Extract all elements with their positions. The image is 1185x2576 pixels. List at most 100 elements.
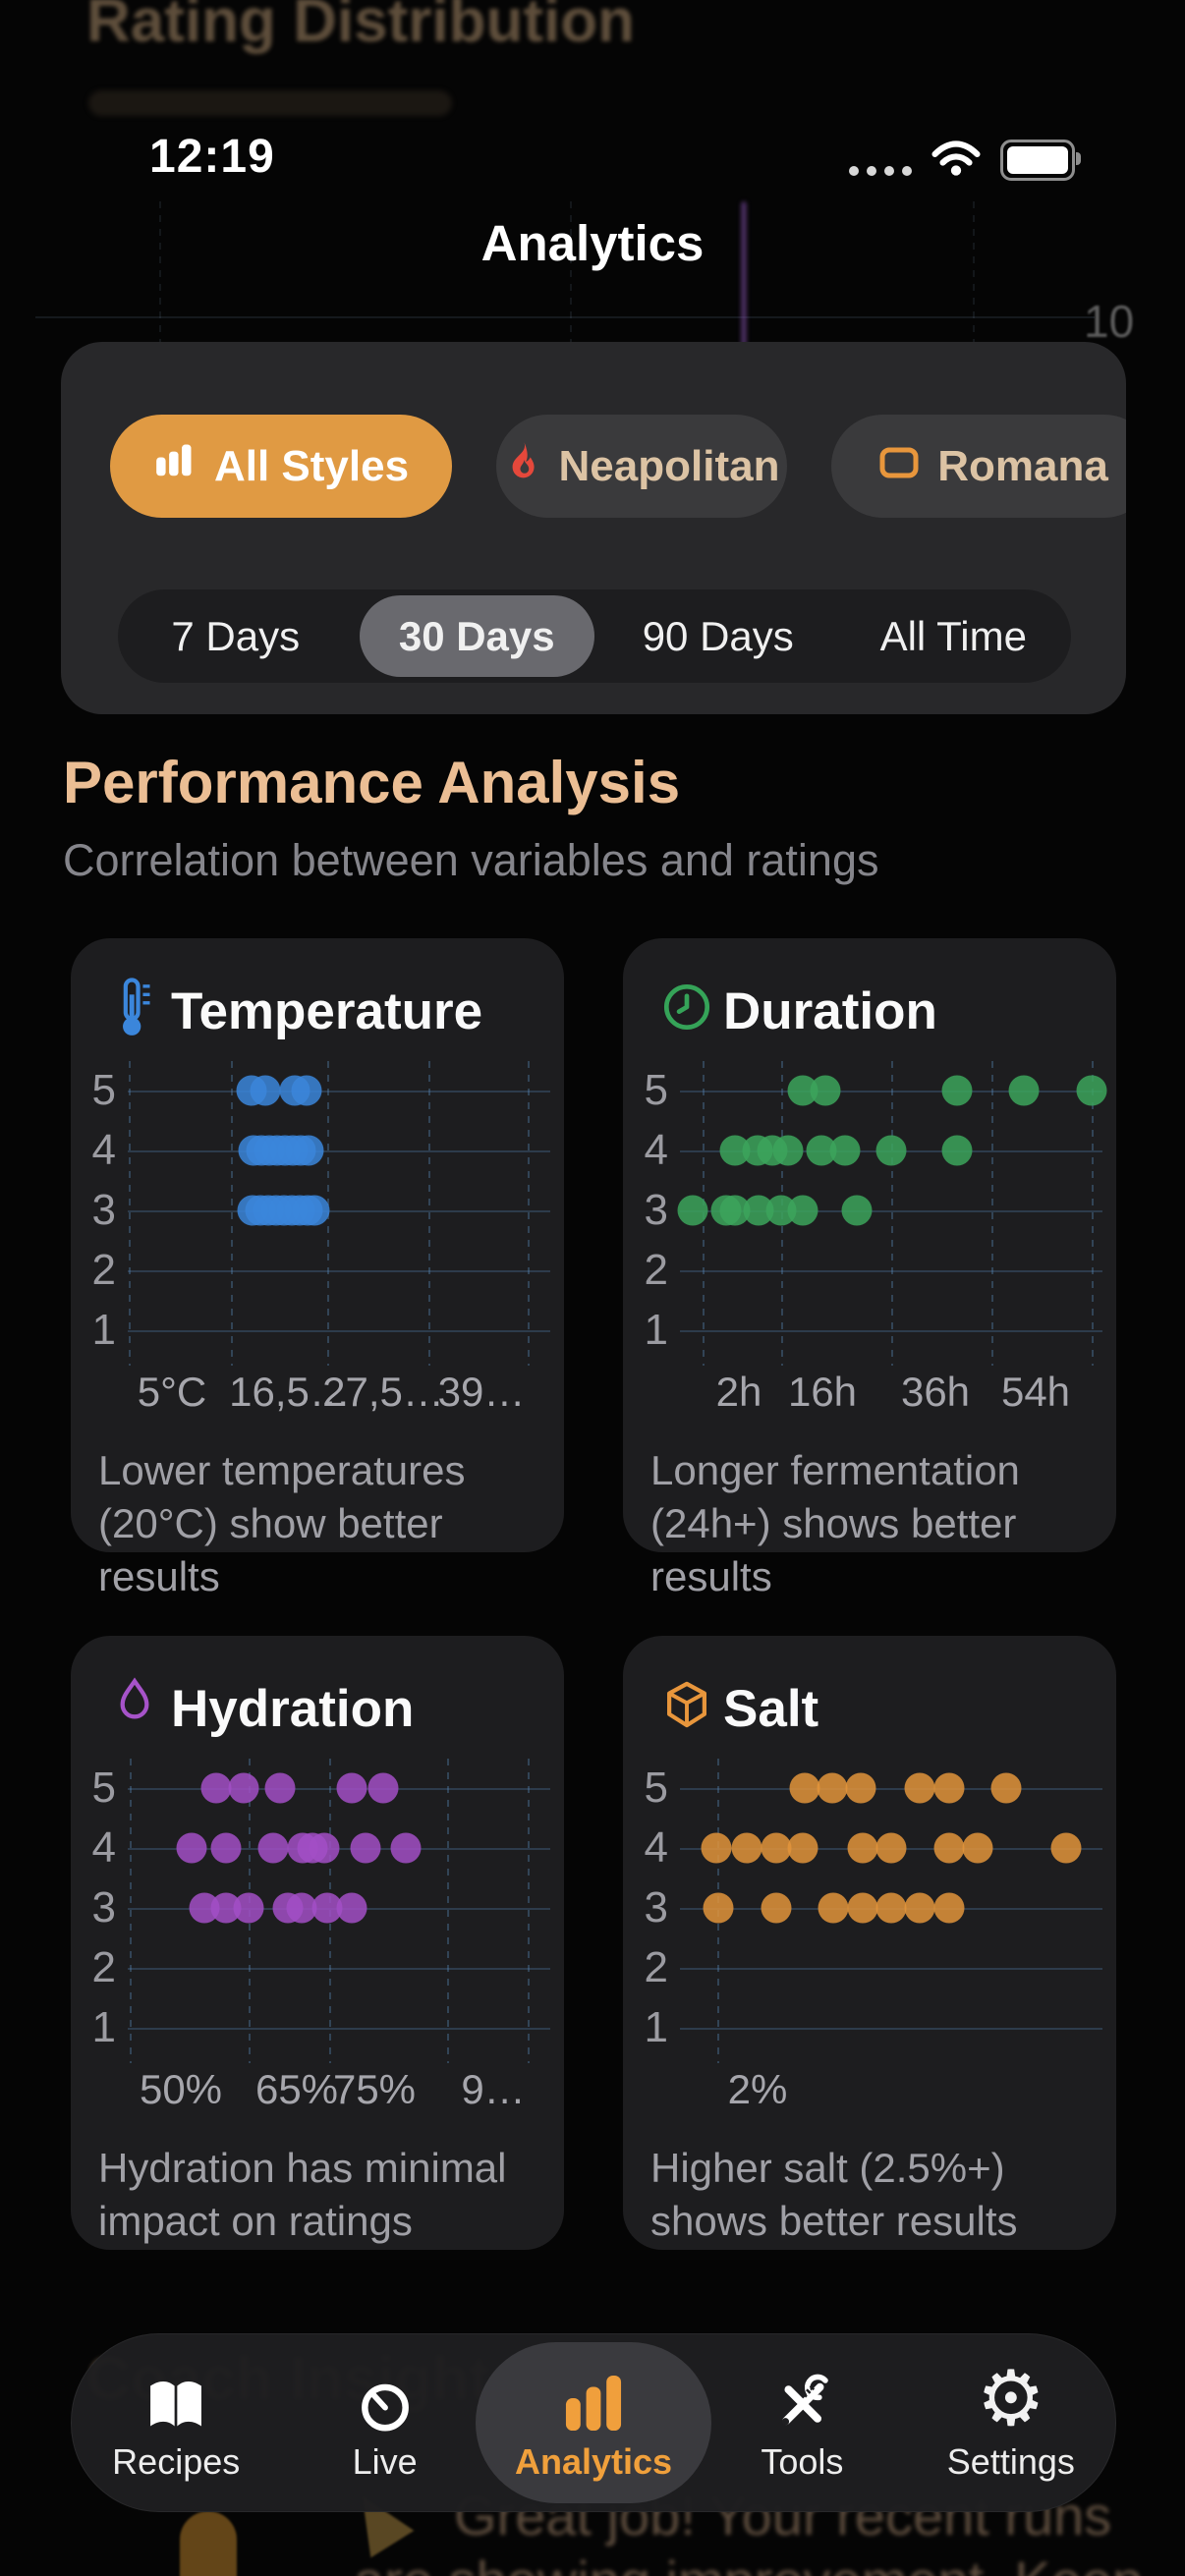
scatter-dot <box>293 1135 324 1166</box>
y-axis-tick-label: 3 <box>644 1883 668 1932</box>
segment-30-days[interactable]: 30 Days <box>359 595 594 677</box>
y-axis-tick-label: 5 <box>644 1764 668 1812</box>
grid-row-line <box>680 1091 1102 1092</box>
y-axis-tick-label: 3 <box>91 1186 116 1234</box>
y-axis-tick-label: 4 <box>644 1126 668 1174</box>
status-time: 12:19 <box>149 131 275 183</box>
bg-insight-text: are showing improvement. Keep <box>354 2548 1143 2576</box>
scatter-dot <box>228 1772 259 1804</box>
bg-purple-bar <box>741 201 747 432</box>
x-axis-tick-label: 16h <box>787 1369 858 1415</box>
scatter-dot <box>336 1772 367 1804</box>
style-chip-neapolitan[interactable]: Neapolitan <box>496 415 787 518</box>
tab-settings[interactable]: ⚙ Settings <box>907 2334 1115 2511</box>
thermometer-icon <box>106 976 163 1038</box>
section-title: Performance Analysis <box>63 750 681 815</box>
scatter-plot: 5 4 3 2 1 5°C 16,5… 27,5… 39… <box>71 1036 564 1429</box>
chart-title: Salt <box>723 1680 819 1738</box>
scatter-plot: 5 4 3 2 1 50% 65% 75% 9… <box>71 1734 564 2127</box>
scatter-dot <box>176 1832 207 1864</box>
scatter-dot <box>787 1832 818 1864</box>
tab-live[interactable]: Live <box>280 2334 488 2511</box>
wifi-icon <box>930 138 983 182</box>
x-axis-tick-label: 9… <box>461 2066 526 2112</box>
chart-title: Hydration <box>171 1680 415 1738</box>
chart-caption: Higher salt (2.5%+) shows better results <box>650 2145 1018 2244</box>
tab-analytics[interactable]: Analytics <box>476 2334 712 2511</box>
chart-caption: Hydration has minimal impact on ratings <box>98 2145 507 2244</box>
y-axis-tick-label: 4 <box>91 1126 116 1174</box>
square-icon <box>878 442 920 491</box>
grid-row-line <box>680 1788 1102 1790</box>
style-chip-romana[interactable]: Romana <box>831 415 1126 518</box>
droplet-icon <box>106 1673 163 1736</box>
tab-label: Live <box>352 2441 418 2482</box>
scatter-plot: 5 4 3 2 1 2% <box>623 1734 1116 2127</box>
grid-column-line <box>528 1759 530 2063</box>
x-axis-tick-label: 50% <box>139 2066 223 2112</box>
scatter-dot <box>286 1892 317 1924</box>
x-axis-tick-label: 2h <box>715 1369 762 1415</box>
flame-icon <box>504 439 541 493</box>
chart-card-temperature: Temperature 5 4 3 2 1 5°C 16,5… 27,5… 39… Lower … <box>71 938 564 1599</box>
bg-rating-distribution-heading: Rating Distribution <box>86 0 635 55</box>
bg-axis-value: 10 <box>1084 296 1135 347</box>
y-axis-tick-label: 5 <box>91 1764 116 1812</box>
chart-card-salt: Salt 5 4 3 2 1 2% Higher salt (2.5%+) shows b… <box>623 1636 1116 2250</box>
grid-column-line <box>891 1061 893 1366</box>
scatter-dot <box>904 1892 935 1924</box>
y-axis-tick-label: 4 <box>644 1823 668 1872</box>
chart-card-hydration: Hydration 5 4 3 2 1 50% 65% 75% 9… Hydration has… <box>71 1636 564 2250</box>
scatter-dot <box>810 1075 841 1106</box>
grid-row-line <box>128 1210 550 1212</box>
x-axis-tick-label: 16,5… <box>229 1369 351 1415</box>
scatter-dot <box>962 1832 993 1864</box>
segment-7-days[interactable]: 7 Days <box>171 612 301 659</box>
scatter-dot <box>789 1772 820 1804</box>
grid-row-line <box>680 1210 1102 1212</box>
grid-column-line <box>1092 1061 1094 1366</box>
bg-blurred-subtitle <box>88 90 452 116</box>
y-axis-tick-label: 2 <box>91 1943 116 1991</box>
tab-bar: Recipes Live Analytics <box>71 2333 1116 2512</box>
scatter-dot <box>818 1892 849 1924</box>
filter-card: All Styles Neapolitan Romana 7 Days 30 D… <box>61 342 1126 714</box>
y-axis-tick-label: 2 <box>644 1943 668 1991</box>
time-range-segmented-control: 7 Days 30 Days 90 Days All Time <box>118 589 1071 683</box>
style-chip-label: Romana <box>937 441 1108 490</box>
bg-gridline <box>35 316 1095 318</box>
tab-label: Recipes <box>112 2441 241 2482</box>
book-icon <box>143 2363 208 2436</box>
segment-90-days[interactable]: 90 Days <box>642 612 794 659</box>
scatter-dot <box>847 1892 878 1924</box>
chart-title: Temperature <box>171 982 483 1040</box>
y-axis-tick-label: 2 <box>644 1246 668 1294</box>
cellular-dots-icon <box>841 163 912 181</box>
grid-row-line <box>680 1270 1102 1272</box>
scatter-dot <box>257 1832 289 1864</box>
grid-column-line <box>991 1061 993 1366</box>
scatter-dot <box>761 1832 792 1864</box>
scatter-dot <box>845 1772 876 1804</box>
grid-row-line <box>128 1968 550 1970</box>
scatter-dot <box>772 1135 804 1166</box>
chart-caption: Lower temperatures (20°C) show better re… <box>98 1447 466 1599</box>
style-chip-all-styles[interactable]: All Styles <box>110 415 452 518</box>
y-axis-tick-label: 5 <box>91 1066 116 1114</box>
bar-chart-icon <box>153 441 197 491</box>
tools-icon <box>770 2363 833 2436</box>
grid-row-line <box>128 1150 550 1152</box>
grid-row-line <box>680 1968 1102 1970</box>
scatter-dot <box>904 1772 935 1804</box>
scatter-dot <box>829 1135 861 1166</box>
segment-all-time[interactable]: All Time <box>879 612 1027 659</box>
y-axis-tick-label: 1 <box>91 2003 116 2051</box>
chart-caption: Longer fermentation (24h+) shows better … <box>650 1447 1020 1599</box>
scatter-dot <box>677 1195 708 1226</box>
scatter-dot <box>875 1832 907 1864</box>
scatter-dot <box>841 1195 873 1226</box>
y-axis-tick-label: 4 <box>91 1823 116 1872</box>
tab-tools[interactable]: Tools <box>698 2334 906 2511</box>
tab-recipes[interactable]: Recipes <box>72 2334 280 2511</box>
